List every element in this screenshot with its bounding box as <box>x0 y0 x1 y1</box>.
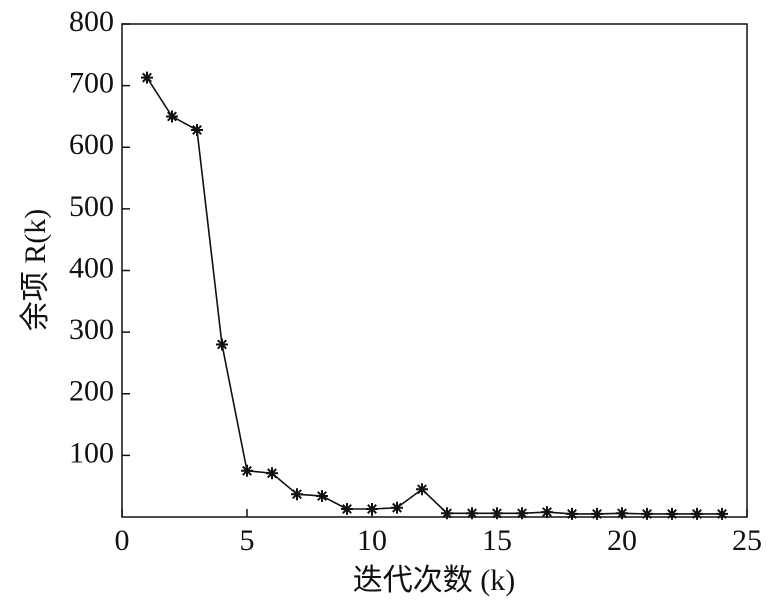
marker <box>216 338 228 351</box>
x-tick-label: 5 <box>240 524 255 557</box>
marker <box>266 467 278 480</box>
marker <box>566 507 578 520</box>
marker <box>416 483 428 496</box>
y-tick-label: 200 <box>69 375 114 408</box>
marker <box>291 488 303 501</box>
x-axis-label: 迭代次数 (k) <box>353 564 515 597</box>
y-tick-label: 500 <box>69 190 114 223</box>
x-tick-label: 15 <box>482 524 512 557</box>
marker <box>391 501 403 514</box>
y-tick-label: 800 <box>69 5 114 38</box>
plot-frame <box>121 23 748 518</box>
marker <box>591 507 603 520</box>
marker <box>716 507 728 520</box>
marker <box>516 507 528 520</box>
marker <box>691 507 703 520</box>
x-tick-label: 25 <box>732 524 762 557</box>
marker <box>316 490 328 503</box>
marker <box>541 506 553 519</box>
marker <box>491 507 503 520</box>
y-tick-label: 400 <box>69 251 114 284</box>
marker <box>466 507 478 520</box>
marker <box>241 464 253 477</box>
y-tick-label: 100 <box>69 436 114 469</box>
x-tick-label: 0 <box>115 524 130 557</box>
marker <box>141 71 153 84</box>
marker <box>641 507 653 520</box>
marker <box>191 123 203 136</box>
x-tick-label: 10 <box>357 524 387 557</box>
marker <box>616 507 628 520</box>
marker <box>441 507 453 520</box>
marker <box>341 502 353 515</box>
marker <box>666 507 678 520</box>
y-tick-label: 600 <box>69 128 114 161</box>
y-tick-label: 700 <box>69 67 114 100</box>
y-tick-label: 300 <box>69 313 114 346</box>
y-axis-label: 余项 R(k) <box>19 209 52 332</box>
marker <box>166 110 178 123</box>
x-tick-label: 20 <box>607 524 637 557</box>
line <box>146 77 722 515</box>
marker <box>366 502 378 515</box>
